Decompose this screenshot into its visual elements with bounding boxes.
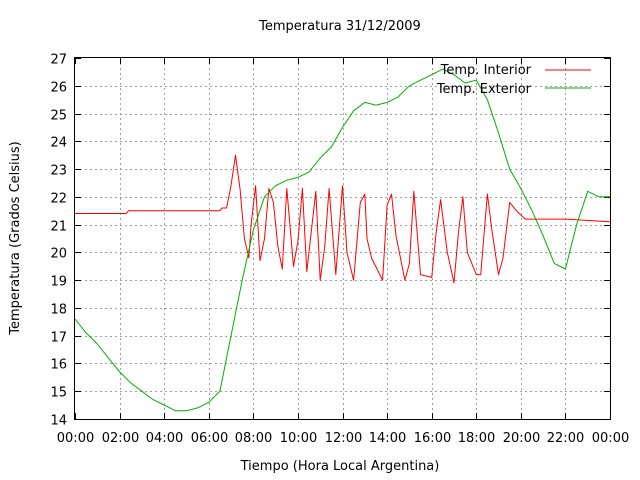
y-tick-label: 16 — [50, 358, 67, 373]
series-line-exterior — [74, 68, 610, 412]
chart-title: Temperatura 31/12/2009 — [258, 19, 421, 34]
x-tick-label: 20:00 — [503, 431, 540, 446]
y-tick-label: 17 — [50, 331, 67, 346]
axis-ticks — [75, 58, 611, 420]
legend-label-interior: Temp. Interior — [440, 63, 532, 78]
y-tick-label: 15 — [50, 386, 67, 401]
y-axis-label: Temperatura (Grados Celsius) — [8, 141, 23, 335]
series-line-interior — [75, 154, 611, 284]
x-tick-label: 02:00 — [102, 431, 139, 446]
y-tick-label: 20 — [50, 247, 67, 262]
x-tick-label: 18:00 — [458, 431, 495, 446]
y-tick-label: 19 — [50, 275, 67, 290]
x-tick-label: 10:00 — [280, 431, 317, 446]
x-tick-label: 16:00 — [414, 431, 451, 446]
y-tick-labels: 14 15 16 17 18 19 20 21 22 23 24 25 26 27 — [50, 53, 67, 429]
series-lines — [74, 68, 611, 412]
x-tick-label: 14:00 — [369, 431, 406, 446]
x-tick-label: 06:00 — [191, 431, 228, 446]
x-tick-label: 22:00 — [547, 431, 584, 446]
grid-lines — [75, 58, 610, 419]
y-tick-label: 26 — [50, 81, 67, 96]
x-tick-label: 12:00 — [325, 431, 362, 446]
y-tick-label: 18 — [50, 303, 67, 318]
y-tick-label: 24 — [50, 136, 67, 151]
plot-frame — [74, 57, 611, 420]
x-tick-label: 04:00 — [146, 431, 183, 446]
x-tick-label: 00:00 — [57, 431, 94, 446]
x-tick-label: 08:00 — [235, 431, 272, 446]
x-tick-labels: 00:00 02:00 04:00 06:00 08:00 10:00 12:00 14:00… — [57, 431, 629, 446]
y-tick-label: 21 — [50, 220, 67, 235]
y-tick-label: 14 — [50, 414, 67, 429]
y-tick-label: 27 — [50, 53, 67, 68]
legend: Temp. Interior Temp. Exterior — [436, 63, 591, 97]
y-tick-label: 25 — [50, 109, 67, 124]
y-tick-label: 22 — [50, 192, 67, 207]
legend-label-exterior: Temp. Exterior — [436, 82, 532, 97]
y-tick-label: 23 — [50, 164, 67, 179]
x-axis-label: Tiempo (Hora Local Argentina) — [240, 459, 440, 474]
x-tick-label: 00:00 — [592, 431, 629, 446]
